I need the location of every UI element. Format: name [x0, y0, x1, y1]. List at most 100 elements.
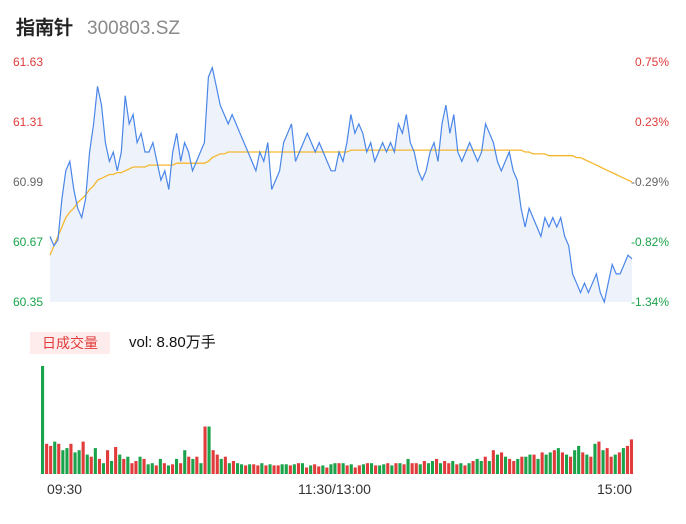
volume-bar [211, 450, 215, 474]
volume-bar [528, 454, 532, 474]
time-label-close: 15:00 [597, 481, 633, 497]
volume-bar [41, 366, 45, 474]
volume-bar [81, 441, 85, 474]
volume-bar [483, 456, 487, 474]
volume-bar [378, 465, 382, 474]
volume-bar [504, 456, 508, 474]
stock-name: 指南针 [16, 18, 74, 39]
stock-code: 300803.SZ [87, 18, 180, 39]
volume-bar [61, 450, 65, 474]
volume-bar [471, 461, 475, 474]
volume-bar [475, 458, 479, 474]
volume-bar [597, 441, 601, 474]
volume-bar [146, 464, 150, 474]
volume-bar [613, 454, 617, 474]
volume-bar [321, 465, 325, 474]
volume-tab[interactable]: 日成交量 [30, 332, 110, 354]
volume-bar [516, 458, 520, 474]
volume-bar [101, 463, 105, 474]
volume-bar [540, 452, 544, 474]
volume-bar [240, 464, 244, 474]
volume-bar [414, 463, 418, 474]
volume-bar [183, 450, 187, 474]
volume-bar [577, 445, 581, 474]
volume-bar [191, 458, 195, 474]
volume-bar [333, 463, 337, 474]
volume-bar [158, 458, 162, 474]
volume-bar [625, 445, 629, 474]
volume-bar [252, 464, 256, 474]
volume-bar [374, 465, 378, 474]
volume-bar [617, 452, 621, 474]
volume-bar [292, 464, 296, 474]
volume-bar [57, 443, 61, 474]
volume-readout: vol: 8.80万手 [129, 334, 216, 351]
volume-bar [491, 450, 495, 474]
volume-bar [215, 454, 219, 474]
volume-bar [73, 452, 77, 474]
volume-bar [345, 465, 349, 474]
volume-bar [536, 458, 540, 474]
volume-bar [65, 448, 69, 474]
volume-bar [272, 465, 276, 474]
volume-bar [443, 461, 447, 474]
volume-bar [565, 454, 569, 474]
price-line [49, 65, 633, 304]
volume-bar [207, 426, 211, 474]
volume-bar [276, 465, 280, 474]
volume-bar [69, 443, 73, 474]
volume-bar [97, 458, 101, 474]
time-label-midday: 11:30/13:00 [298, 481, 371, 497]
volume-bar [569, 456, 573, 474]
volume-bar [439, 463, 443, 474]
volume-bar [435, 458, 439, 474]
volume-bar [296, 463, 300, 474]
volume-bar [309, 465, 313, 474]
volume-bar [451, 461, 455, 474]
volume-bar [53, 441, 57, 474]
price-tick-label: 60.99 [13, 175, 44, 189]
volume-bar [560, 452, 564, 474]
volume-bar [166, 465, 170, 474]
volume-bar [122, 458, 126, 474]
volume-bar [479, 461, 483, 474]
volume-bar [629, 439, 633, 474]
volume-bar [508, 458, 512, 474]
volume-bar [512, 461, 516, 474]
volume-bar [138, 456, 142, 474]
volume-bar [495, 454, 499, 474]
volume-bar [467, 463, 471, 474]
volume-bar [317, 466, 321, 474]
price-tick-label: 60.67 [13, 235, 44, 249]
volume-bar [110, 461, 114, 474]
volume-bar [284, 464, 288, 474]
volume-bar [573, 450, 577, 474]
pct-tick-label: 0.75% [634, 55, 669, 69]
volume-bar [520, 456, 524, 474]
volume-bar [179, 463, 183, 474]
volume-bar [280, 464, 284, 474]
volume-bar [524, 456, 528, 474]
volume-bar [264, 465, 268, 474]
volume-bar [134, 461, 138, 474]
volume-bar [487, 461, 491, 474]
volume-bar [455, 464, 459, 474]
volume-bar [418, 464, 422, 474]
pct-tick-label: -0.29% [630, 175, 669, 189]
volume-bar [463, 465, 467, 474]
volume-bar [162, 463, 166, 474]
volume-bar [199, 463, 203, 474]
volume-bar [410, 463, 414, 474]
volume-bar [260, 463, 264, 474]
volume-bar [552, 450, 556, 474]
volume-bar [370, 463, 374, 474]
volume-bar [406, 458, 410, 474]
time-label-open: 09:30 [47, 481, 83, 497]
pct-tick-label: -1.34% [630, 295, 669, 309]
volume-bar [236, 463, 240, 474]
volume-bar [589, 456, 593, 474]
volume-bar [394, 463, 398, 474]
volume-bar [313, 464, 317, 474]
volume-bar [398, 463, 402, 474]
volume-bar [430, 461, 434, 474]
